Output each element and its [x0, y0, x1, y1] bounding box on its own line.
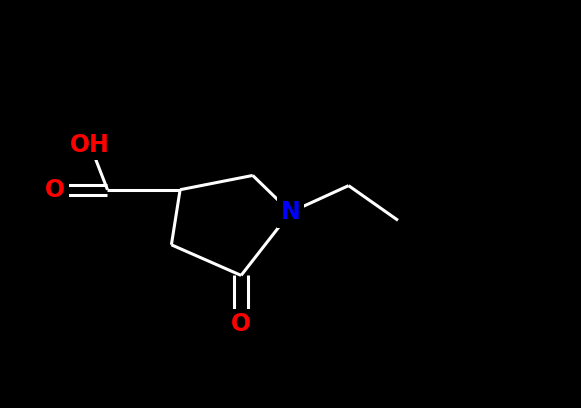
Text: OH: OH — [70, 133, 110, 157]
Text: O: O — [45, 178, 65, 202]
Text: N: N — [281, 200, 300, 224]
Text: O: O — [231, 313, 251, 336]
